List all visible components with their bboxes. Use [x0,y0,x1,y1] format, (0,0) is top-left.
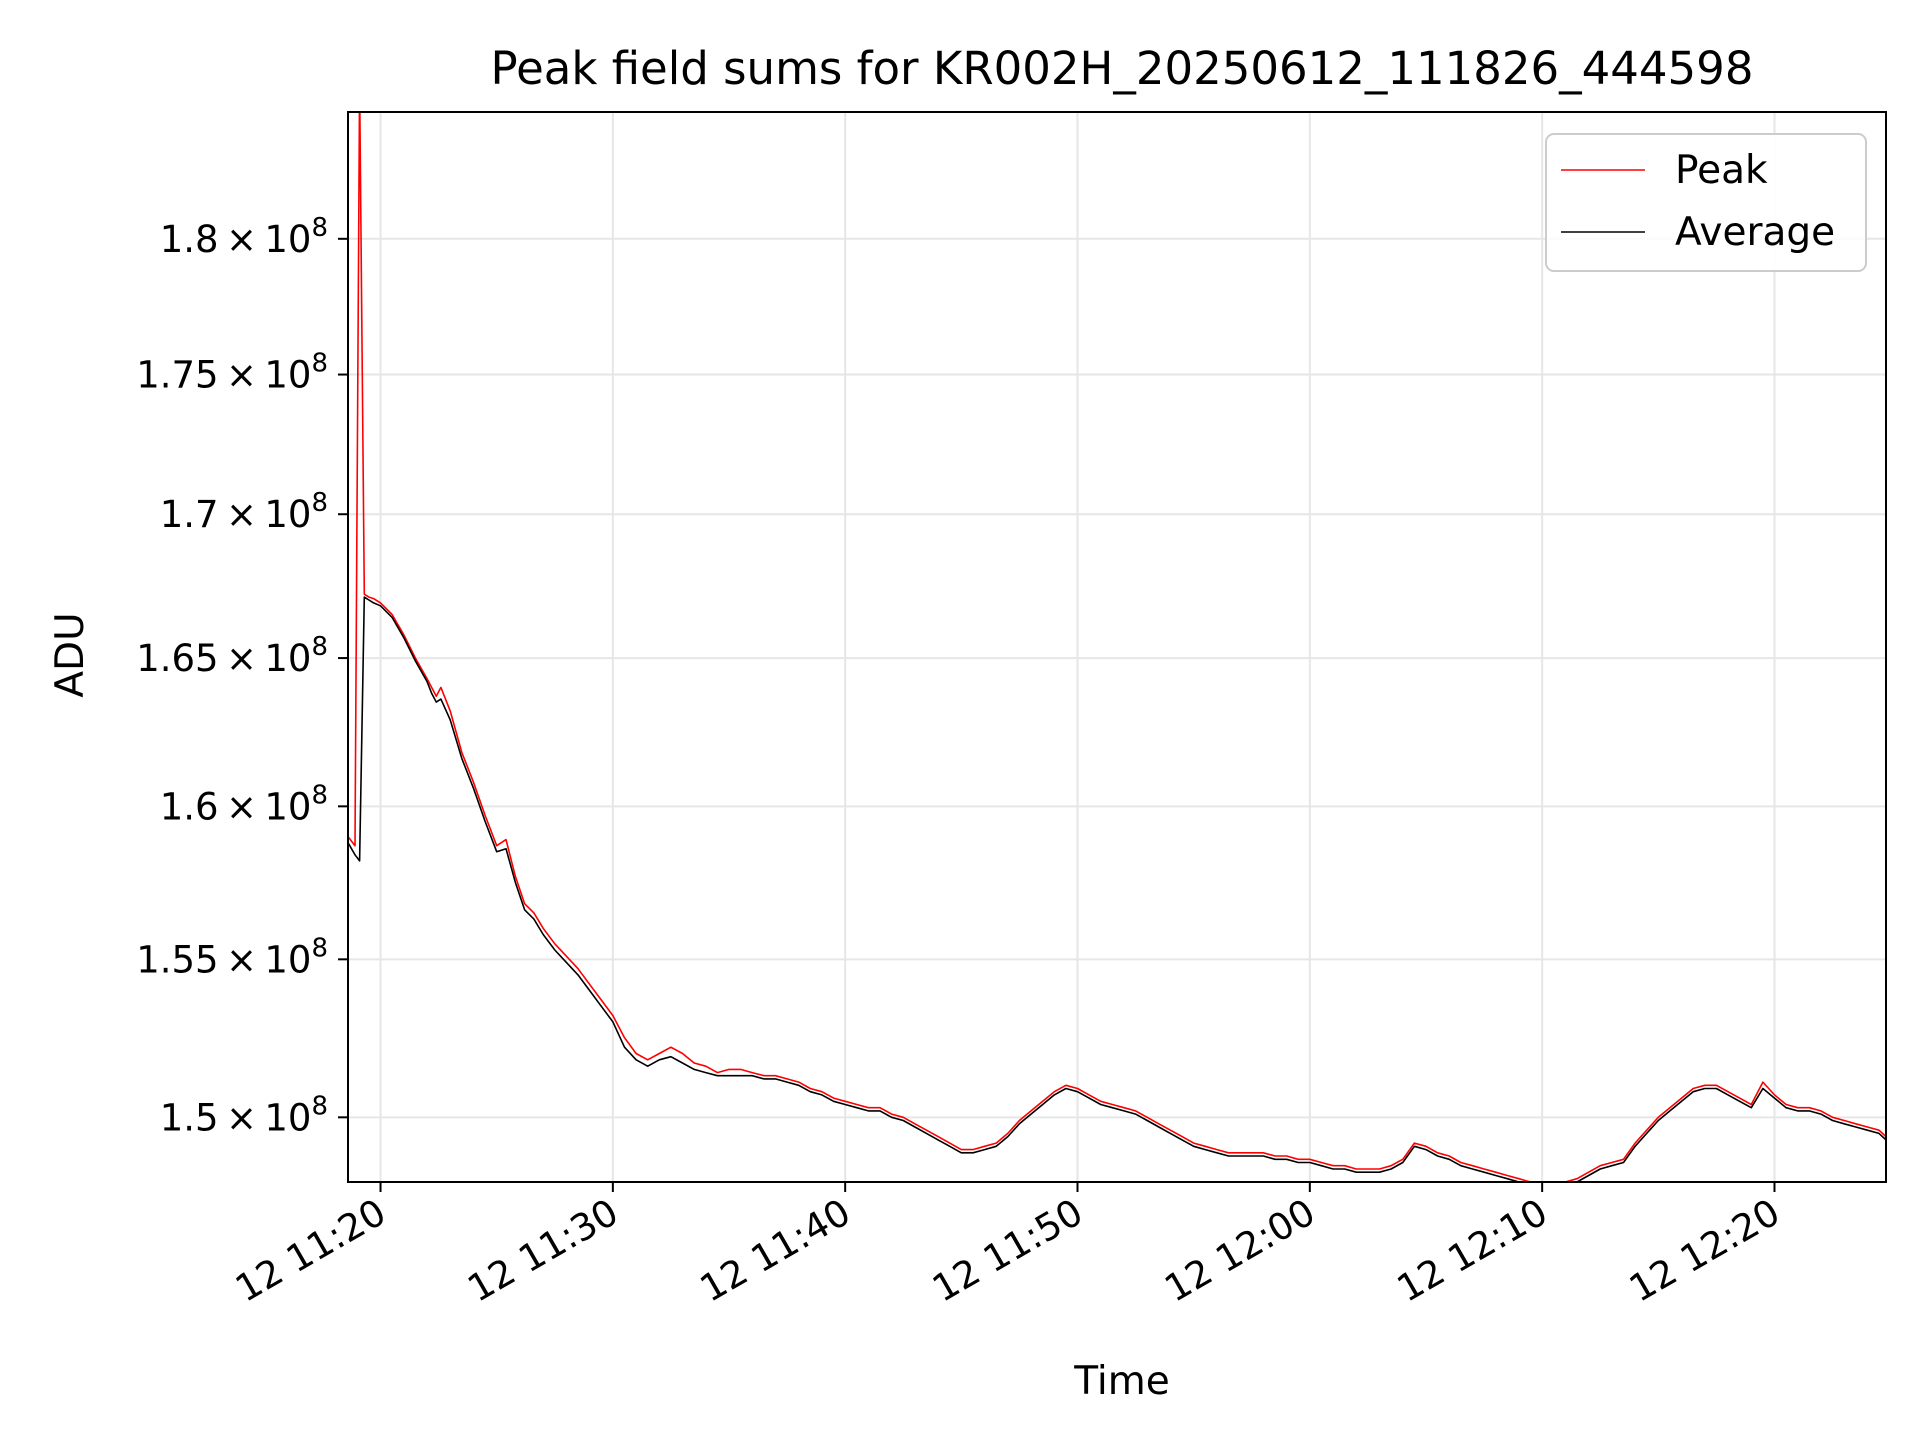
series-line-peak [348,112,1886,1182]
y-tick-label: 1.8 × 108 [160,213,328,261]
y-tick-label: 1.6 × 108 [160,780,328,828]
x-axis: 12 11:20 12 11:30 12 11:40 12 11:50 12 12:00… [228,1182,1787,1311]
y-axis: 1.5 × 108 1.55 × 108 1.6 × 108 1.65 × 108 1.… [136,213,348,1139]
x-axis-label: Time [1073,1359,1169,1404]
y-tick-label: 1.55 × 108 [136,933,328,981]
legend-label-average: Average [1675,210,1835,255]
x-tick-label: 12 12:20 [1622,1191,1787,1311]
plot-frame [347,111,1887,1183]
legend-label-peak: Peak [1675,148,1768,193]
series-lines [348,112,1886,1182]
y-tick-label: 1.65 × 108 [136,632,328,680]
grid-lines [348,112,1886,1182]
x-tick-label: 12 11:30 [461,1191,626,1311]
x-tick-label: 12 11:20 [228,1191,393,1311]
chart-title: Peak field sums for KR002H_20250612_1118… [491,42,1754,95]
legend-box [1545,133,1867,272]
y-tick-label: 1.5 × 108 [160,1091,328,1139]
x-tick-label: 12 11:50 [925,1191,1090,1311]
x-tick-label: 12 12:10 [1390,1191,1555,1311]
y-tick-label: 1.75 × 108 [136,349,328,397]
series-line-average [348,596,1886,1182]
y-axis-label: ADU [48,612,93,697]
y-tick-label: 1.7 × 108 [160,488,328,536]
x-tick-label: 12 11:40 [693,1191,858,1311]
legend: Peak Average [1545,133,1867,272]
x-tick-label: 12 12:00 [1158,1191,1323,1311]
